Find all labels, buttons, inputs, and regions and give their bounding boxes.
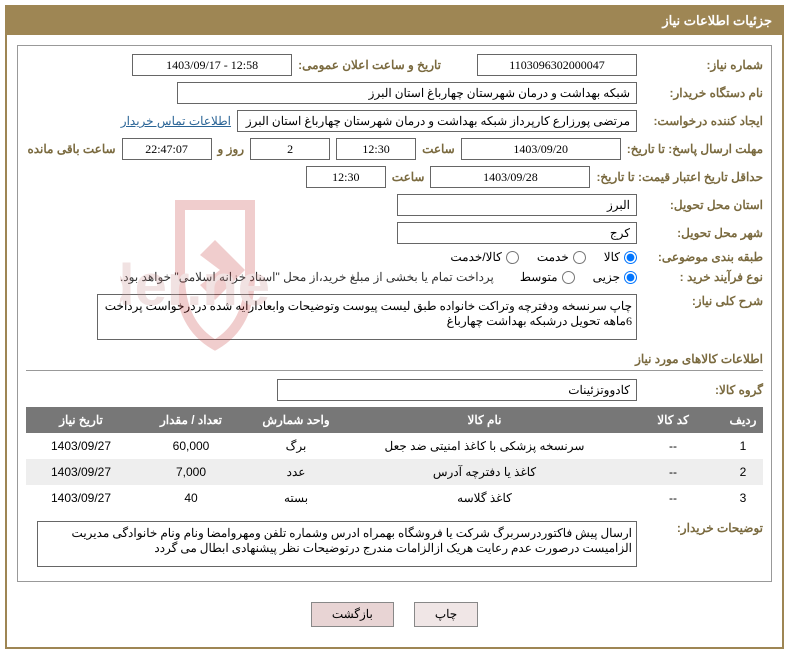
ptype-radio-0[interactable] — [624, 271, 637, 284]
table-header-5: تاریخ نیاز — [26, 407, 136, 433]
table-cell: 40 — [136, 485, 246, 511]
main-panel: جزئیات اطلاعات نیاز شماره نیاز: تاریخ و … — [5, 5, 784, 649]
table-row: 3--کاغذ گلاسهبسته401403/09/27 — [26, 485, 763, 511]
goods-table: ردیفکد کالانام کالاواحد شمارشتعداد / مقد… — [26, 407, 763, 511]
label-buyer-org: نام دستگاه خریدار: — [643, 86, 763, 100]
print-button[interactable]: چاپ — [414, 602, 478, 627]
category-option-2[interactable]: کالا/خدمت — [450, 250, 518, 264]
goods-group-input[interactable] — [277, 379, 637, 401]
table-cell: 1403/09/27 — [26, 459, 136, 485]
table-cell: 1403/09/27 — [26, 433, 136, 459]
label-need-no: شماره نیاز: — [643, 58, 763, 72]
city-input[interactable] — [397, 222, 637, 244]
table-cell: -- — [623, 459, 723, 485]
category-option-0[interactable]: کالا — [604, 250, 637, 264]
table-header-3: واحد شمارش — [246, 407, 346, 433]
label-saat-1: ساعت — [422, 142, 455, 156]
requester-input[interactable] — [237, 110, 637, 132]
table-cell: عدد — [246, 459, 346, 485]
ptype-radio-1[interactable] — [562, 271, 575, 284]
table-header-0: ردیف — [723, 407, 763, 433]
table-row: 2--کاغذ یا دفترچه آدرسعدد7,0001403/09/27 — [26, 459, 763, 485]
ptype-option-1[interactable]: متوسط — [520, 270, 575, 284]
label-validity: حداقل تاریخ اعتبار قیمت: تا تاریخ: — [596, 170, 763, 184]
label-saat-2: ساعت — [392, 170, 425, 184]
deadline-time-input[interactable] — [336, 138, 416, 160]
table-cell: برگ — [246, 433, 346, 459]
remaining-time-input[interactable] — [122, 138, 212, 160]
purchase-type-radio-group: جزیی متوسط — [520, 270, 637, 284]
label-buyer-notes: توضیحات خریدار: — [643, 521, 763, 535]
label-category: طبقه بندی موضوعی: — [643, 250, 763, 264]
category-radio-1[interactable] — [573, 251, 586, 264]
label-requester: ایجاد کننده درخواست: — [643, 114, 763, 128]
table-cell: -- — [623, 485, 723, 511]
table-header-4: تعداد / مقدار — [136, 407, 246, 433]
category-radio-2[interactable] — [506, 251, 519, 264]
table-cell: -- — [623, 433, 723, 459]
table-header-2: نام کالا — [346, 407, 623, 433]
validity-date-input[interactable] — [430, 166, 590, 188]
table-cell: سرنسخه پزشکی با کاغذ امنیتی ضد جعل — [346, 433, 623, 459]
buyer-notes-textarea[interactable] — [37, 521, 637, 567]
table-cell: 2 — [723, 459, 763, 485]
table-cell: 3 — [723, 485, 763, 511]
province-input[interactable] — [397, 194, 637, 216]
table-cell: بسته — [246, 485, 346, 511]
label-goods-group: گروه کالا: — [643, 383, 763, 397]
goods-section-title: اطلاعات کالاهای مورد نیاز — [26, 348, 763, 371]
table-cell: 60,000 — [136, 433, 246, 459]
table-row: 1--سرنسخه پزشکی با کاغذ امنیتی ضد جعلبرگ… — [26, 433, 763, 459]
remaining-days-input[interactable] — [250, 138, 330, 160]
details-fieldset: شماره نیاز: تاریخ و ساعت اعلان عمومی: نا… — [17, 45, 772, 582]
back-button[interactable]: بازگشت — [311, 602, 394, 627]
label-purchase-type: نوع فرآیند خرید : — [643, 270, 763, 284]
table-cell: 1403/09/27 — [26, 485, 136, 511]
label-deadline: مهلت ارسال پاسخ: تا تاریخ: — [627, 142, 763, 156]
buyer-org-input[interactable] — [177, 82, 637, 104]
buyer-contact-link[interactable]: اطلاعات تماس خریدار — [121, 114, 231, 128]
table-cell: کاغذ گلاسه — [346, 485, 623, 511]
general-desc-textarea[interactable] — [97, 294, 637, 340]
label-general-desc: شرح کلی نیاز: — [643, 294, 763, 308]
label-remaining: ساعت باقی مانده — [27, 142, 115, 156]
category-radio-0[interactable] — [624, 251, 637, 264]
table-header-1: کد کالا — [623, 407, 723, 433]
deadline-date-input[interactable] — [461, 138, 621, 160]
validity-time-input[interactable] — [306, 166, 386, 188]
label-province: استان محل تحویل: — [643, 198, 763, 212]
label-announce-dt: تاریخ و ساعت اعلان عمومی: — [298, 58, 441, 72]
need-no-input[interactable] — [477, 54, 637, 76]
category-radio-group: کالا خدمت کالا/خدمت — [450, 250, 637, 264]
payment-note: پرداخت تمام یا بخشی از مبلغ خرید،از محل … — [120, 270, 494, 284]
panel-title: جزئیات اطلاعات نیاز — [7, 7, 782, 35]
category-option-1[interactable]: خدمت — [537, 250, 586, 264]
table-cell: 1 — [723, 433, 763, 459]
table-cell: کاغذ یا دفترچه آدرس — [346, 459, 623, 485]
label-city: شهر محل تحویل: — [643, 226, 763, 240]
ptype-option-0[interactable]: جزیی — [593, 270, 637, 284]
label-rooz: روز و — [218, 142, 245, 156]
table-cell: 7,000 — [136, 459, 246, 485]
announce-dt-input[interactable] — [132, 54, 292, 76]
